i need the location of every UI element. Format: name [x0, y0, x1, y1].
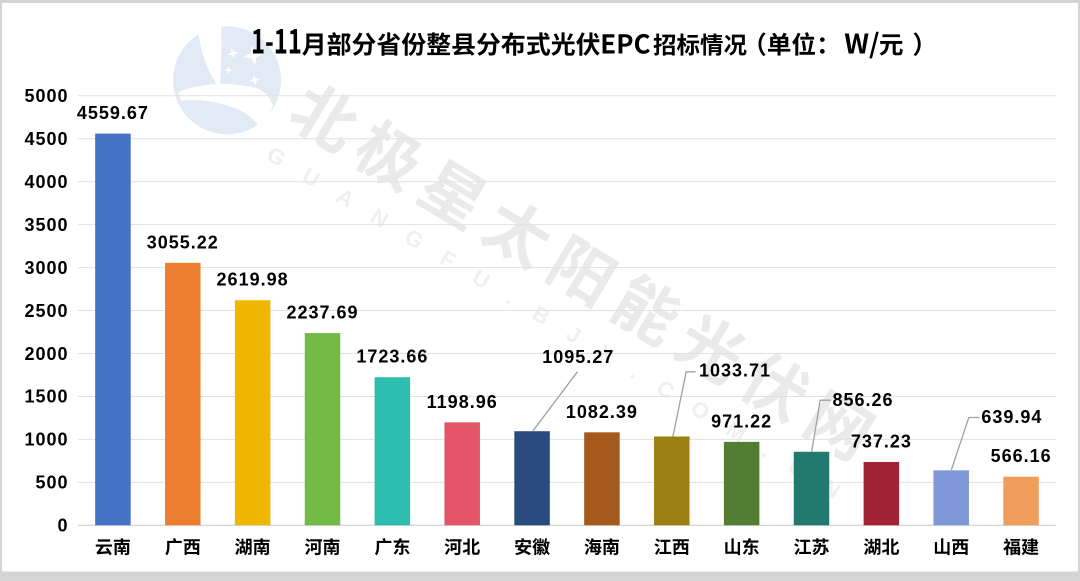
svg-text:1500: 1500	[24, 387, 68, 407]
svg-text:0: 0	[57, 516, 68, 536]
svg-text:4559.67: 4559.67	[77, 103, 149, 123]
svg-text:4500: 4500	[24, 129, 68, 149]
svg-text:1095.27: 1095.27	[542, 347, 614, 367]
svg-text:2237.69: 2237.69	[286, 303, 358, 323]
svg-text:3055.22: 3055.22	[147, 232, 219, 252]
svg-text:4000: 4000	[24, 172, 68, 192]
svg-text:566.16: 566.16	[991, 446, 1052, 466]
svg-text:737.23: 737.23	[851, 432, 912, 452]
svg-text:3500: 3500	[24, 215, 68, 235]
svg-text:971.22: 971.22	[711, 411, 772, 431]
svg-text:1723.66: 1723.66	[356, 347, 428, 367]
svg-text:1033.71: 1033.71	[699, 361, 771, 381]
svg-text:1000: 1000	[24, 430, 68, 450]
svg-text:1082.39: 1082.39	[566, 402, 638, 422]
svg-text:2500: 2500	[24, 301, 68, 321]
svg-text:2619.98: 2619.98	[217, 270, 289, 290]
svg-text:1198.96: 1198.96	[427, 392, 498, 412]
svg-text:5000: 5000	[24, 86, 68, 106]
svg-text:639.94: 639.94	[981, 407, 1042, 427]
svg-text:2000: 2000	[24, 344, 68, 364]
svg-text:500: 500	[35, 473, 68, 493]
svg-text:856.26: 856.26	[832, 390, 893, 410]
svg-text:3000: 3000	[24, 258, 68, 278]
